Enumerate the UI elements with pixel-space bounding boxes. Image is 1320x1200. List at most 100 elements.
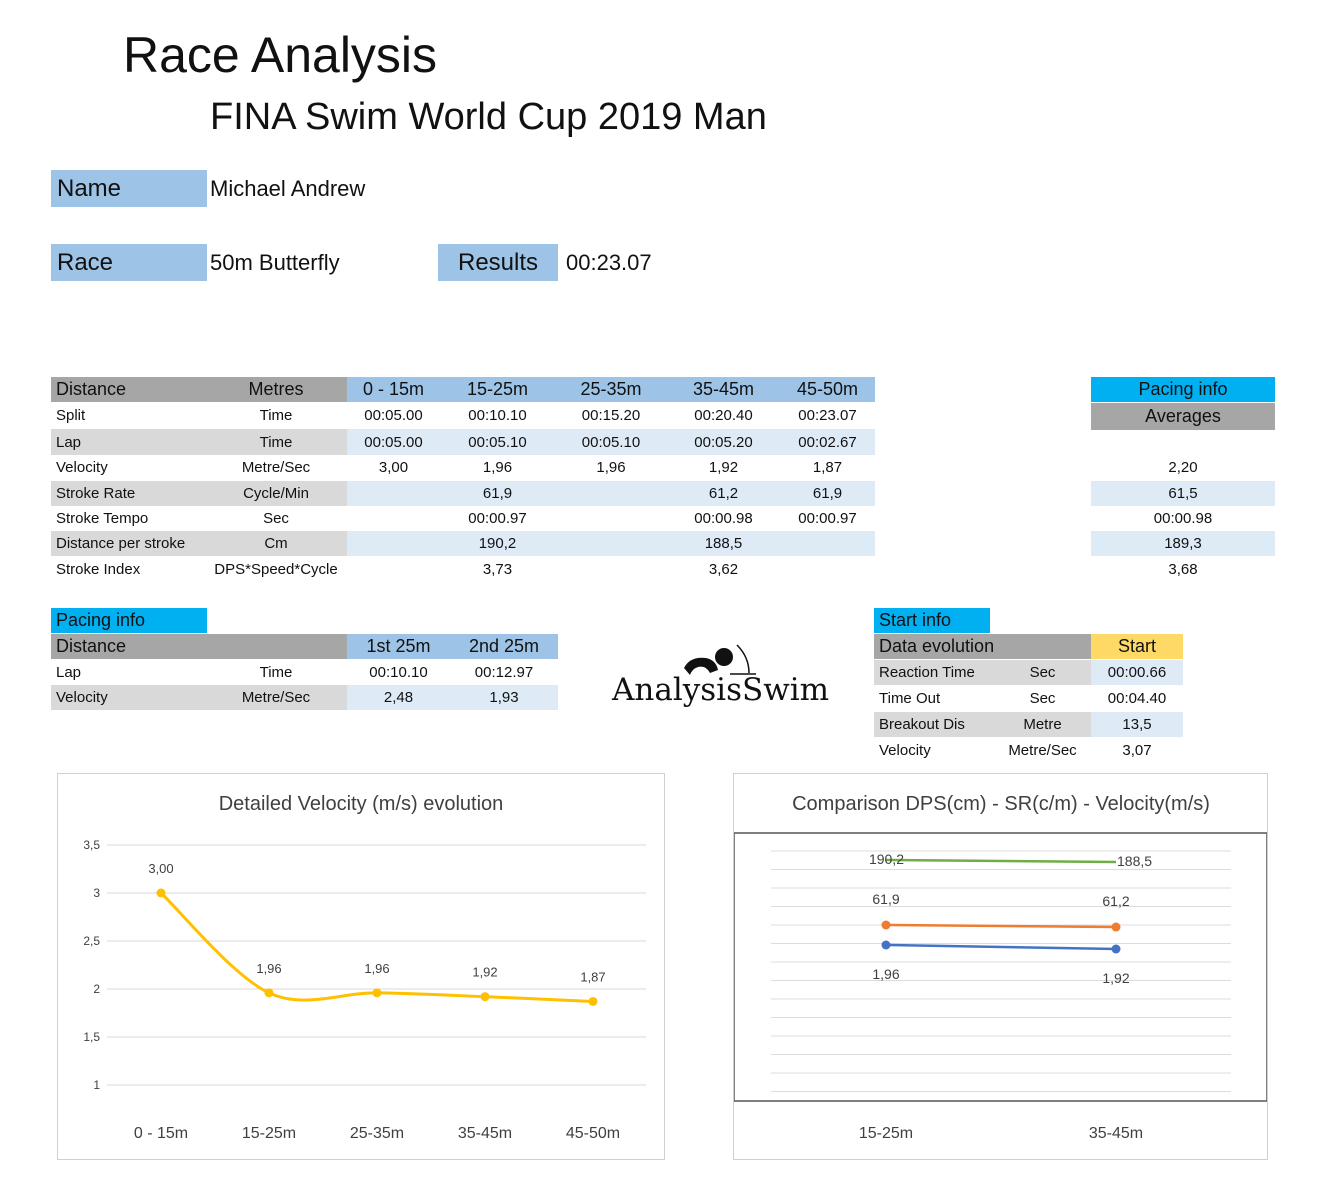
data-label: 1,96 [364,961,389,976]
header-distance: Distance [51,377,205,402]
name-label: Name [51,170,207,207]
data-label: 1,92 [1102,970,1129,986]
row-value: 1,96 [596,459,626,476]
series-line-sr [885,923,1117,929]
row-value: 3,73 [482,561,513,578]
row-label: Stroke Tempo [56,510,149,527]
table-row: Stroke Rate Cycle/Min 61,9 61,2 61,9 [51,481,875,506]
data-point [264,988,274,998]
start-row: Reaction Time Sec 00:00.66 [874,660,1183,685]
row-value: 61,9 [440,481,555,506]
x-tick-label: 35-45m [458,1125,512,1142]
plot-area [733,832,1268,1102]
row-label: Stroke Rate [51,481,205,506]
row-value [780,531,875,556]
data-label: 61,2 [1102,893,1129,909]
x-tick-label: 0 - 15m [134,1125,188,1142]
header-segment: 0 - 15m [347,377,440,402]
row-label: Velocity [56,459,108,476]
row-value: 13,5 [1091,712,1183,737]
chart-title: Comparison DPS(cm) - SR(c/m) - Velocity(… [792,793,1210,815]
row-value: 00:00.97 [468,510,527,527]
table-row: Distance per stroke Cm 190,2 188,5 [51,531,875,556]
x-tick-label: 25-35m [350,1125,404,1142]
header-metres: Metres [205,377,347,402]
y-tick-label: 3 [93,886,100,900]
row-value: 00:05.00 [364,407,423,424]
row-value: 00:12.97 [474,664,534,681]
analysisswim-logo: AnalysisSwim [612,640,829,712]
row-unit: Cm [205,531,347,556]
data-label: 190,2 [869,851,904,867]
row-label: Distance per stroke [51,531,205,556]
row-value: 00:05.10 [440,429,555,455]
average-row: 3,68 [1091,557,1275,582]
header-segment: 25-35m [555,377,667,402]
row-label: Time Out [879,690,941,707]
row-unit: Metre/Sec [205,685,347,710]
row-unit: DPS*Speed*Cycle [214,561,338,578]
row-value: 00:00.98 [694,510,753,527]
pacing-row: Velocity Metre/Sec 2,48 1,93 [51,685,558,710]
series-line-velocity [885,943,1117,951]
average-value: 3,68 [1168,561,1198,578]
row-unit: Metre/Sec [1008,742,1077,759]
y-tick-label: 2 [93,982,100,996]
header-start: Start [1091,634,1183,659]
comparison-chart: Comparison DPS(cm) - SR(c/m) - Velocity(… [733,773,1268,1160]
averages-subtitle: Averages [1091,403,1275,430]
header-segment: 15-25m [440,377,555,402]
row-unit: Time [259,407,293,424]
row-value: 00:02.67 [780,429,875,455]
y-tick-label: 2,5 [83,934,100,948]
y-tick-label: 1 [93,1078,100,1092]
row-value [347,531,440,556]
average-row: 61,5 [1091,481,1275,506]
page-title: Race Analysis [123,27,438,83]
start-row: Velocity Metre/Sec 3,07 [874,738,1183,763]
row-value [555,557,667,582]
table-header: Distance Metres 0 - 15m 15-25m 25-35m 35-45m 4… [51,377,875,402]
x-tick-label: 45-50m [566,1125,620,1142]
table-row: Stroke Tempo Sec 00:00.97 00:00.98 00:00.97 [51,506,875,531]
row-value: 3,62 [708,561,739,578]
average-row: 2,20 [1091,455,1275,480]
row-label: Velocity [879,742,931,759]
row-value: 00:10.10 [369,664,428,681]
x-tick-label: 15-25m [242,1125,296,1142]
row-unit: Metre [994,712,1091,737]
velocity-chart: Detailed Velocity (m/s) evolution 3,5 3 2,5… [57,773,665,1160]
row-value [347,557,440,582]
start-header: Data evolution Start [874,634,1183,659]
start-row: Breakout Dis Metre 13,5 [874,712,1183,737]
start-info-tab: Start info [874,608,990,633]
row-label: Reaction Time [874,660,994,685]
row-value: 1,92 [708,459,739,476]
series-line-dps [885,858,1117,864]
pacing-header: Distance 1st 25m 2nd 25m [51,634,558,659]
data-label: 61,9 [872,891,899,907]
data-label: 3,00 [148,861,173,876]
row-label: Lap [51,429,205,455]
table-row: Stroke Index DPS*Speed*Cycle 3,73 3,62 [51,557,875,582]
row-value: 00:20.40 [694,407,753,424]
results-value: 00:23.07 [566,249,652,275]
header-data-evolution: Data evolution [874,634,1091,659]
row-value [555,506,667,531]
pacing-info-header: Pacing info [1091,377,1275,402]
start-row: Time Out Sec 00:04.40 [874,686,1183,711]
average-value: 189,3 [1091,531,1275,556]
row-value: 00:00.66 [1091,660,1183,685]
row-label: Split [56,407,86,424]
pacing-info-tab: Pacing info [51,608,207,633]
header-first-25: 1st 25m [347,634,450,659]
row-value: 188,5 [667,531,780,556]
row-value: 190,2 [440,531,555,556]
average-value: 00:00.98 [1153,510,1213,527]
row-unit: Sec [263,510,289,527]
page-subtitle: FINA Swim World Cup 2019 Man [210,96,767,138]
row-value: 1,93 [450,685,558,710]
average-row: 00:00.98 [1091,506,1275,531]
average-row: 189,3 [1091,531,1275,556]
x-tick-label: 35-45m [1089,1125,1143,1142]
